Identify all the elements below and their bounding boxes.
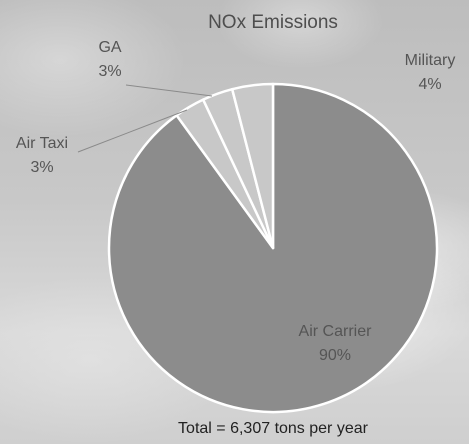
slice-label-ga: GA (98, 39, 121, 56)
slice-value-air-carrier: 90% (319, 347, 351, 364)
total-label: Total = 6,307 tons per year (178, 420, 369, 437)
pie-slice-military (230, 82, 275, 250)
leader-lines (77, 84, 213, 153)
slice-label-air-taxi: Air Taxi (16, 135, 68, 152)
leader-line-ga (125, 84, 213, 97)
slice-value-ga: 3% (98, 63, 121, 80)
chart-title: NOx Emissions (208, 12, 338, 33)
slice-label-military: Military (405, 52, 456, 69)
pie-slices (107, 82, 439, 414)
leader-line-air-taxi (77, 109, 188, 153)
slice-value-air-taxi: 3% (30, 159, 53, 176)
slice-value-military: 4% (418, 76, 441, 93)
slice-labels: Air Carrier 90% Air Taxi 3% GA 3% Military 4% (16, 39, 455, 364)
slice-label-air-carrier: Air Carrier (299, 323, 373, 340)
